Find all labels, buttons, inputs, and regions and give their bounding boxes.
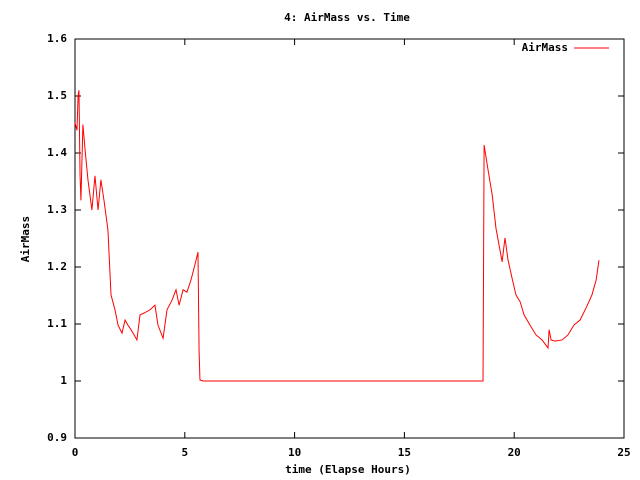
x-tick-label: 10 [288,446,301,459]
y-tick-label: 1.3 [47,203,67,216]
y-axis-label: AirMass [19,216,32,262]
x-tick-label: 5 [181,446,188,459]
y-tick-label: 1.4 [47,146,67,159]
x-axis-label: time (Elapse Hours) [285,463,411,476]
y-tick-label: 1.2 [47,260,67,273]
y-tick-label: 1.6 [47,32,67,45]
y-tick-label: 1 [60,374,67,387]
y-tick-label: 0.9 [47,431,67,444]
legend-label: AirMass [522,41,568,54]
x-tick-label: 25 [617,446,630,459]
plot-border [74,38,625,439]
chart-title: 4: AirMass vs. Time [284,11,410,24]
x-tick-label: 20 [508,446,521,459]
y-tick-label: 1.5 [47,89,67,102]
x-tick-label: 15 [398,446,411,459]
y-tick-label: 1.1 [47,317,67,330]
x-tick-label: 0 [72,446,79,459]
data-line [74,90,600,382]
